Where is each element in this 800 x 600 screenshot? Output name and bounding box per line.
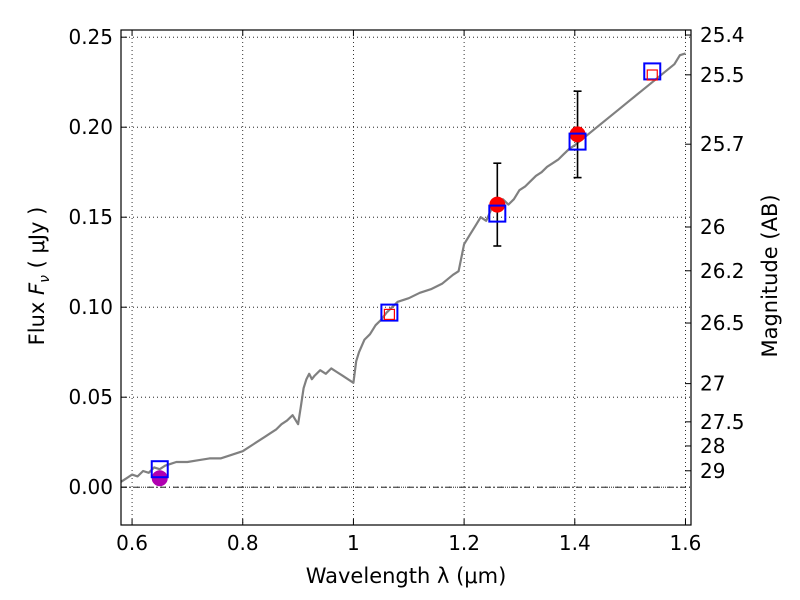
- y2-tick-label: 26.2: [700, 259, 745, 283]
- photometry-markers: [150, 62, 662, 487]
- y2-tick-label: 29: [700, 459, 725, 483]
- y-tick-label: 0.15: [68, 205, 113, 229]
- y-tick-label: 0.00: [68, 475, 113, 499]
- x-tick-label: 1.4: [559, 531, 591, 555]
- secondary-y-axis-label: Magnitude (AB): [758, 194, 782, 357]
- axis-ticks: 0.6 0.8 1 1.2 1.4 1.6 0.00 0.05 0.10 0.15 0.20 0.25…: [68, 23, 744, 555]
- y-tick-label: 0.25: [68, 25, 113, 49]
- x-tick-label: 0.8: [227, 531, 259, 555]
- model-photometry-square-small: [383, 308, 395, 320]
- grid-lines: [121, 30, 691, 525]
- model-photometry-square-small: [646, 69, 658, 81]
- x-tick-label: 1.2: [448, 531, 480, 555]
- y2-tick-label: 26: [700, 215, 725, 239]
- y2-tick-label: 25.4: [700, 23, 745, 47]
- model-photometry-square: [488, 204, 507, 223]
- model-photometry-square: [380, 303, 399, 322]
- y-tick-label: 0.05: [68, 385, 113, 409]
- model-photometry-square: [150, 460, 169, 479]
- y-axis-label-units: ( μJy ): [25, 207, 49, 275]
- y2-tick-label: 26.5: [700, 311, 745, 335]
- y-axis-label-symbol: F: [25, 282, 49, 295]
- y2-tick-label: 27: [700, 372, 725, 396]
- x-axis-label: Wavelength λ (μm): [306, 564, 507, 588]
- y-axis-label-subscript: ν: [37, 275, 53, 283]
- x-tick-label: 0.6: [116, 531, 148, 555]
- y-axis-label: Flux Fν ( μJy ): [25, 207, 53, 346]
- y-axis-label-prefix: Flux: [25, 295, 49, 345]
- y-tick-label: 0.20: [68, 115, 113, 139]
- x-tick-label: 1: [347, 531, 360, 555]
- y2-tick-label: 25.5: [700, 63, 745, 87]
- model-spectrum-line: [120, 52, 686, 483]
- model-photometry-square: [568, 132, 587, 151]
- y-tick-label: 0.10: [68, 295, 113, 319]
- y2-tick-label: 25.7: [700, 132, 745, 156]
- y2-tick-label: 27.5: [700, 410, 745, 434]
- y2-tick-label: 28: [700, 434, 725, 458]
- model-spectrum: [120, 52, 686, 483]
- plot-frame: [120, 29, 692, 526]
- x-tick-label: 1.6: [670, 531, 702, 555]
